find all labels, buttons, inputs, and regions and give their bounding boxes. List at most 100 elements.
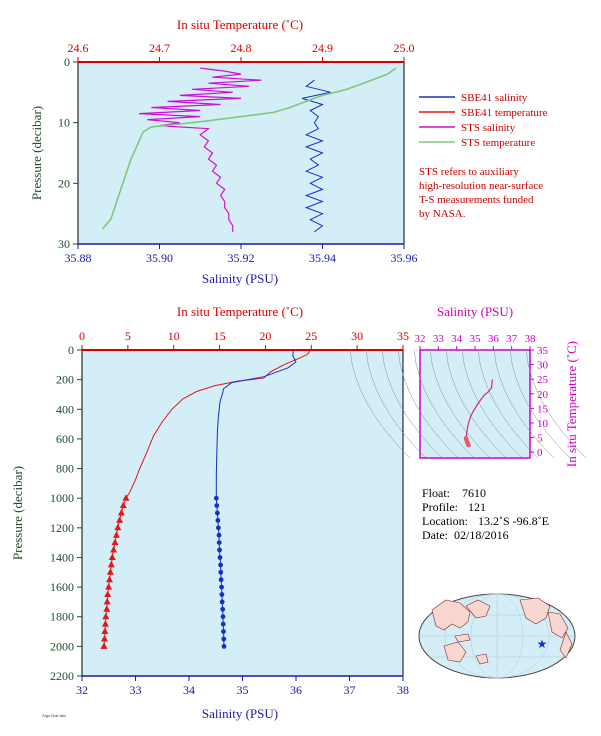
temperature-point (114, 523, 122, 531)
legend: SBE41 salinity SBE41 temperature STS sal… (419, 92, 548, 149)
ts-temperature-tick-label: 25 (537, 374, 549, 386)
temperature-tick-label: 5 (125, 329, 131, 343)
salinity-tick-label: 35.92 (228, 251, 255, 265)
ts-temperature-tick-label: 20 (537, 389, 549, 401)
salinity-point (216, 540, 222, 545)
sts-note: STS refers to auxiliary high-resolution … (419, 166, 543, 220)
date-label: Date: (422, 528, 448, 542)
salinity-point (221, 629, 226, 634)
density-contour (381, 349, 443, 459)
full-profile-salinity-axis-title: Salinity (PSU) (202, 706, 278, 721)
ts-point (466, 443, 471, 448)
salinity-point (216, 532, 222, 538)
salinity-point (219, 599, 225, 605)
float-label: Float: (422, 486, 450, 500)
legend-label-sbe41-salinity: SBE41 salinity (461, 92, 528, 104)
salinity-tick-label: 35.90 (146, 251, 173, 265)
pressure-tick-label: 1400 (50, 550, 74, 564)
temperature-point (117, 509, 125, 516)
profile-label: Profile: (422, 500, 458, 514)
near-surface-salinity-axis-title: Salinity (PSU) (202, 271, 278, 286)
salinity-point (213, 495, 219, 501)
temperature-point (112, 531, 120, 538)
top-temperature-axis-title: In situ Temperature (˚C) (177, 17, 303, 32)
pressure-tick-label: 0 (64, 55, 70, 69)
salinity-point (221, 636, 227, 642)
temperature-point (103, 597, 111, 605)
sbe41-salinity-line (301, 79, 331, 233)
ts-temperature-tick-label: 30 (537, 360, 549, 372)
temperature-point (106, 575, 113, 583)
ts-salinity-ticks: 32 33 34 35 36 37 38 (415, 333, 537, 350)
temperature-tick-label: 20 (259, 329, 271, 343)
density-contours (349, 349, 587, 459)
pressure-tick-label: 0 (68, 343, 74, 357)
salinity-point (220, 606, 226, 612)
ts-salinity-tick-label: 38 (525, 333, 537, 345)
full-profile-temperature-axis-title: In situ Temperature (˚C) (177, 304, 303, 319)
ts-salinity-tick-label: 34 (451, 333, 463, 345)
temperature-point (105, 583, 113, 590)
salinity-tick-label: 35 (237, 683, 249, 697)
ts-curve (465, 379, 493, 439)
near-surface-series (101, 67, 397, 233)
ts-plot-area (419, 349, 531, 459)
legend-label-sbe41-temperature: SBE41 temperature (461, 107, 548, 119)
ts-panel: Salinity (PSU) 32 33 34 35 36 37 38 0 5 10 15 20 25… (349, 304, 587, 467)
salinity-tick-label: 37 (344, 683, 356, 697)
date-value: 02/18/2016 (454, 528, 509, 542)
temperature-point (103, 605, 111, 612)
pressure-tick-label: 10 (58, 116, 70, 130)
temperature-tick-label: 0 (79, 329, 85, 343)
salinity-point (215, 518, 221, 523)
ts-salinity-tick-label: 33 (433, 333, 445, 345)
near-surface-plot-area (77, 61, 405, 245)
sts-temperature-line (101, 67, 397, 230)
salinity-tick-label: 33 (130, 683, 142, 697)
ts-salinity-tick-label: 36 (488, 333, 500, 345)
sts-salinity-line (139, 67, 262, 232)
ts-temperature-tick-label: 0 (537, 447, 543, 459)
density-contour (461, 349, 523, 459)
salinity-point (221, 644, 227, 649)
temperature-tick-label: 10 (168, 329, 180, 343)
location-label: Location: (422, 514, 468, 528)
salinity-tick-label: 32 (76, 683, 88, 697)
salinity-point (215, 510, 220, 516)
salinity-line (215, 349, 297, 647)
ts-temperature-tick-label: 10 (537, 418, 549, 430)
pressure-tick-label: 1000 (50, 491, 74, 505)
full-profile-panel: In situ Temperature (˚C) 0 5 10 15 20 25 30 35 … (10, 304, 409, 721)
pressure-tick-label: 1200 (50, 521, 74, 535)
pressure-tick-label: 600 (56, 432, 74, 446)
footer-text: Argo float data (42, 713, 66, 718)
temperature-point (116, 516, 124, 523)
salinity-point (218, 562, 224, 568)
temperature-tick-label: 35 (397, 329, 409, 343)
ts-temperature-tick-label: 5 (537, 433, 543, 445)
temperature-tick-label: 24.7 (149, 41, 170, 55)
sts-note-line: STS refers to auxiliary (419, 166, 519, 178)
salinity-tick-label: 38 (397, 683, 409, 697)
ts-temperature-axis-title: In situ Temperature (˚C) (564, 341, 579, 467)
temperature-point (119, 501, 127, 509)
pressure-tick-label: 1600 (50, 580, 74, 594)
pressure-tick-label: 2200 (50, 669, 74, 683)
full-profile-temperature-ticks: 0 5 10 15 20 25 30 35 (79, 329, 409, 350)
salinity-point (217, 547, 222, 553)
sts-note-line: high-resolution near-surface (419, 180, 543, 192)
temperature-tick-label: 25 (305, 329, 317, 343)
temperature-point (110, 546, 118, 553)
salinity-tick-label: 35.94 (309, 251, 336, 265)
location-value: 13.2˚S -96.8˚E (478, 514, 549, 528)
float-value: 7610 (462, 486, 486, 500)
temperature-tick-label: 24.6 (68, 41, 89, 55)
density-contour (397, 349, 459, 459)
density-contour (365, 349, 427, 459)
temperature-point (102, 612, 110, 620)
near-surface-pressure-ticks: 0 10 20 30 (58, 55, 78, 251)
sts-note-line: by NASA. (419, 208, 466, 220)
profile-value: 121 (468, 500, 486, 514)
density-contour (525, 349, 587, 459)
